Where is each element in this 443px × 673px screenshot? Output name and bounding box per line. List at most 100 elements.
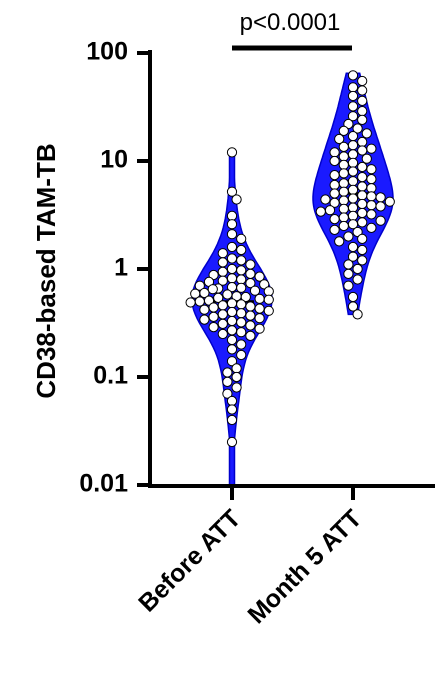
data-point — [218, 249, 227, 258]
data-point — [330, 156, 339, 165]
data-point — [255, 304, 264, 313]
data-point — [237, 350, 246, 359]
data-point — [246, 302, 255, 311]
data-point — [348, 83, 357, 92]
data-point — [358, 162, 367, 171]
data-point — [339, 221, 348, 230]
data-point — [218, 267, 227, 276]
data-point — [348, 292, 357, 301]
data-point — [227, 326, 236, 335]
data-point — [218, 319, 227, 328]
y-tick-label: 100 — [86, 38, 128, 66]
data-point — [237, 256, 246, 265]
data-point — [339, 187, 348, 196]
data-point — [237, 266, 246, 275]
data-point — [237, 300, 246, 309]
data-point — [223, 290, 232, 299]
data-point — [223, 377, 232, 386]
data-point — [227, 230, 236, 239]
axes — [148, 50, 435, 487]
data-point — [246, 311, 255, 320]
data-point — [367, 165, 376, 174]
data-point — [358, 191, 367, 200]
data-point — [358, 76, 367, 85]
data-point — [344, 281, 353, 290]
data-point — [330, 225, 339, 234]
data-point — [385, 197, 394, 206]
data-point — [227, 307, 236, 316]
data-point — [232, 383, 241, 392]
data-point — [218, 329, 227, 338]
y-tick-label: 0.01 — [79, 470, 128, 498]
data-point — [264, 295, 273, 304]
data-point — [339, 142, 348, 151]
data-point — [232, 372, 241, 381]
data-point — [353, 310, 362, 319]
data-point — [358, 137, 367, 146]
data-point — [186, 298, 195, 307]
data-point — [348, 185, 357, 194]
data-point — [330, 148, 339, 157]
data-point — [330, 171, 339, 180]
data-point — [348, 150, 357, 159]
data-point — [227, 437, 236, 446]
data-point — [200, 315, 209, 324]
data-point — [358, 256, 367, 265]
data-point — [362, 154, 371, 163]
y-ticks: 0.01 0.1 1 10 100 — [79, 38, 150, 498]
data-point — [227, 415, 236, 424]
data-point — [208, 285, 217, 294]
data-point — [237, 328, 246, 337]
data-point — [367, 210, 376, 219]
data-point — [255, 294, 264, 303]
data-point — [358, 107, 367, 116]
data-point — [195, 297, 204, 306]
data-point — [316, 207, 325, 216]
data-point — [246, 331, 255, 340]
data-point — [339, 213, 348, 222]
data-point — [218, 310, 227, 319]
data-point — [348, 242, 357, 251]
data-point — [227, 264, 236, 273]
data-point — [325, 206, 334, 215]
data-point — [227, 254, 236, 263]
data-point — [227, 405, 236, 414]
data-point — [339, 204, 348, 213]
data-point — [264, 306, 273, 315]
data-point — [330, 215, 339, 224]
data-point — [358, 245, 367, 254]
data-point — [237, 340, 246, 349]
data-point — [339, 152, 348, 161]
data-point — [330, 180, 339, 189]
data-point — [348, 177, 357, 186]
data-point — [367, 192, 376, 201]
data-point — [358, 208, 367, 217]
data-point — [358, 218, 367, 227]
data-point — [348, 141, 357, 150]
data-point — [227, 299, 236, 308]
data-point — [339, 169, 348, 178]
data-point — [237, 283, 246, 292]
data-point — [344, 232, 353, 241]
data-point — [358, 234, 367, 243]
data-point — [227, 345, 236, 354]
data-point — [344, 260, 353, 269]
data-point — [255, 324, 264, 333]
data-point — [362, 129, 371, 138]
data-point — [227, 220, 236, 229]
data-point — [376, 202, 385, 211]
data-point — [376, 193, 385, 202]
data-point — [348, 158, 357, 167]
data-point — [358, 86, 367, 95]
data-point — [339, 160, 348, 169]
y-axis-title: CD38-based TAM-TB — [31, 143, 61, 398]
data-point — [237, 245, 246, 254]
data-point — [348, 91, 357, 100]
y-tick-label: 0.1 — [93, 362, 128, 390]
data-point — [358, 115, 367, 124]
data-point — [358, 199, 367, 208]
data-point — [330, 189, 339, 198]
data-point — [237, 309, 246, 318]
data-point — [358, 182, 367, 191]
